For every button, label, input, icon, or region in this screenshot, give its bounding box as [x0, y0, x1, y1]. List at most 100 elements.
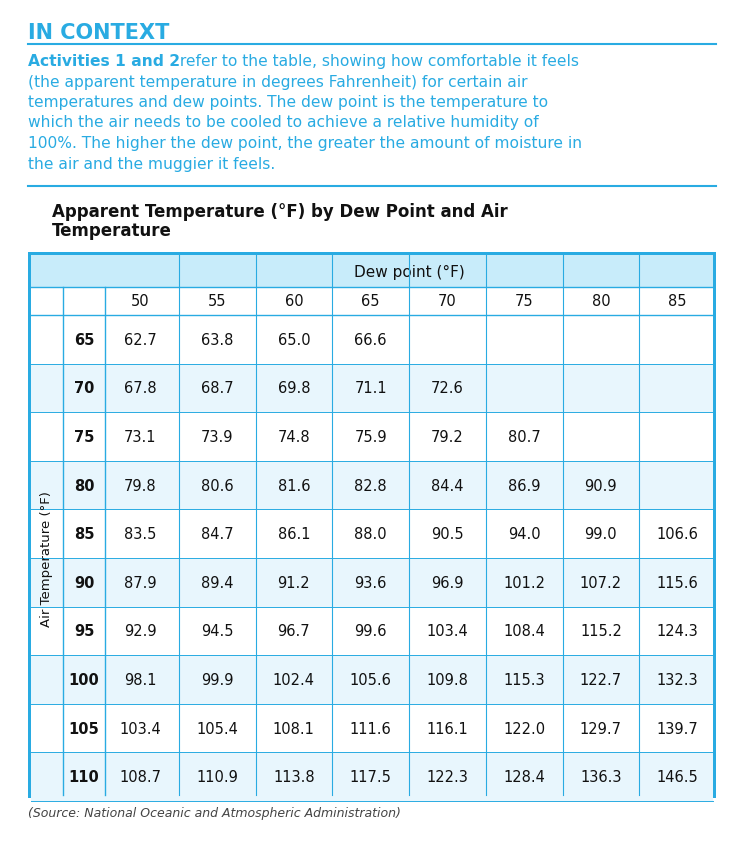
Text: Temperature: Temperature	[52, 222, 172, 240]
Text: 99.0: 99.0	[585, 527, 618, 542]
Bar	[31, 364, 713, 413]
Bar	[28, 252, 716, 798]
Text: 122.0: 122.0	[503, 721, 545, 736]
Text: 60: 60	[284, 295, 304, 309]
Text: 85: 85	[74, 527, 94, 542]
Text: 50: 50	[131, 295, 150, 309]
Text: 117.5: 117.5	[350, 769, 391, 784]
Text: 68.7: 68.7	[201, 381, 234, 396]
Text: 90.9: 90.9	[585, 478, 618, 493]
Text: temperatures and dew points. The dew point is the temperature to: temperatures and dew points. The dew poi…	[28, 95, 548, 110]
Text: 94.0: 94.0	[508, 527, 540, 542]
Text: 105: 105	[68, 721, 100, 736]
Text: 100%. The higher the dew point, the greater the amount of moisture in: 100%. The higher the dew point, the grea…	[28, 136, 582, 151]
Text: 110.9: 110.9	[196, 769, 238, 784]
Text: 81.6: 81.6	[278, 478, 310, 493]
Text: 90.5: 90.5	[431, 527, 464, 542]
Text: 70: 70	[438, 295, 457, 309]
Text: 93.6: 93.6	[354, 575, 387, 590]
Text: 63.8: 63.8	[201, 333, 234, 348]
Text: 67.8: 67.8	[124, 381, 157, 396]
Text: 139.7: 139.7	[657, 721, 699, 736]
Text: 91.2: 91.2	[278, 575, 310, 590]
Text: 75: 75	[515, 295, 533, 309]
Text: 96.7: 96.7	[278, 624, 310, 639]
Bar	[31, 704, 713, 753]
Text: 103.4: 103.4	[426, 624, 468, 639]
Bar	[31, 256, 713, 288]
Text: 110: 110	[68, 769, 100, 784]
Bar	[31, 753, 713, 801]
Text: refer to the table, showing how comfortable it feels: refer to the table, showing how comforta…	[175, 54, 579, 69]
Text: 108.4: 108.4	[503, 624, 545, 639]
Text: 129.7: 129.7	[580, 721, 622, 736]
Text: which the air needs to be cooled to achieve a relative humidity of: which the air needs to be cooled to achi…	[28, 116, 539, 130]
Text: 108.7: 108.7	[119, 769, 161, 784]
Bar	[31, 413, 713, 462]
Text: 73.1: 73.1	[124, 430, 157, 445]
Text: 109.8: 109.8	[426, 672, 468, 687]
Text: 94.5: 94.5	[201, 624, 234, 639]
Text: 107.2: 107.2	[580, 575, 622, 590]
Text: 146.5: 146.5	[657, 769, 699, 784]
Text: 128.4: 128.4	[503, 769, 545, 784]
Bar	[31, 607, 713, 656]
Text: 80: 80	[591, 295, 610, 309]
Text: 84.4: 84.4	[431, 478, 464, 493]
Text: 75: 75	[74, 430, 94, 445]
Text: 103.4: 103.4	[120, 721, 161, 736]
Text: 98.1: 98.1	[124, 672, 157, 687]
Text: 87.9: 87.9	[124, 575, 157, 590]
Text: 69.8: 69.8	[278, 381, 310, 396]
Text: 92.9: 92.9	[124, 624, 157, 639]
Text: 88.0: 88.0	[354, 527, 387, 542]
Text: 90: 90	[74, 575, 94, 590]
Text: 99.6: 99.6	[354, 624, 387, 639]
Text: 106.6: 106.6	[657, 527, 699, 542]
Text: 65: 65	[74, 333, 94, 348]
Text: 96.9: 96.9	[431, 575, 464, 590]
Text: 65: 65	[362, 295, 380, 309]
Text: 115.3: 115.3	[503, 672, 545, 687]
Text: 71.1: 71.1	[354, 381, 387, 396]
Text: 62.7: 62.7	[124, 333, 157, 348]
Text: 105.6: 105.6	[350, 672, 391, 687]
Text: Air Temperature (°F): Air Temperature (°F)	[40, 490, 54, 626]
Text: 75.9: 75.9	[354, 430, 387, 445]
Text: 115.6: 115.6	[657, 575, 699, 590]
Text: 80.7: 80.7	[507, 430, 540, 445]
Text: 79.2: 79.2	[431, 430, 464, 445]
Text: 100: 100	[68, 672, 100, 687]
Text: 111.6: 111.6	[350, 721, 391, 736]
Text: 122.7: 122.7	[580, 672, 622, 687]
Text: 66.6: 66.6	[354, 333, 387, 348]
Text: 115.2: 115.2	[580, 624, 622, 639]
Text: (Source: National Oceanic and Atmospheric Administration): (Source: National Oceanic and Atmospheri…	[28, 806, 401, 819]
Bar	[31, 656, 713, 704]
Text: 82.8: 82.8	[354, 478, 387, 493]
Text: IN CONTEXT: IN CONTEXT	[28, 23, 170, 43]
Text: 73.9: 73.9	[201, 430, 234, 445]
Text: 80: 80	[74, 478, 94, 493]
Text: 113.8: 113.8	[273, 769, 315, 784]
Text: 55: 55	[208, 295, 226, 309]
Text: 65.0: 65.0	[278, 333, 310, 348]
Text: 86.1: 86.1	[278, 527, 310, 542]
Bar	[31, 288, 713, 316]
Bar	[31, 462, 713, 510]
Text: Dew point (°F): Dew point (°F)	[353, 264, 464, 279]
Text: 105.4: 105.4	[196, 721, 238, 736]
Text: 89.4: 89.4	[201, 575, 234, 590]
Text: 108.1: 108.1	[273, 721, 315, 736]
Text: 70: 70	[74, 381, 94, 396]
Text: 116.1: 116.1	[426, 721, 468, 736]
Text: 122.3: 122.3	[426, 769, 468, 784]
Text: 84.7: 84.7	[201, 527, 234, 542]
Text: Apparent Temperature (°F) by Dew Point and Air: Apparent Temperature (°F) by Dew Point a…	[52, 203, 507, 221]
Text: 95: 95	[74, 624, 94, 639]
Text: 83.5: 83.5	[124, 527, 156, 542]
Text: 136.3: 136.3	[580, 769, 622, 784]
Text: 74.8: 74.8	[278, 430, 310, 445]
Bar	[31, 559, 713, 607]
Text: 99.9: 99.9	[201, 672, 234, 687]
